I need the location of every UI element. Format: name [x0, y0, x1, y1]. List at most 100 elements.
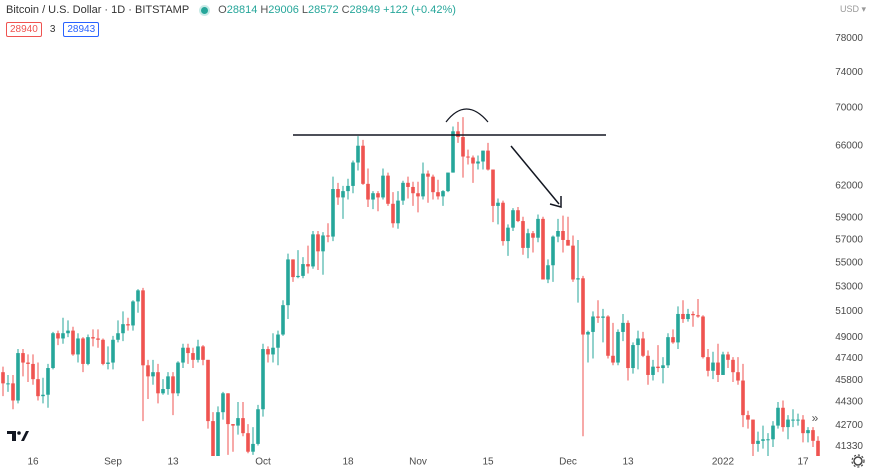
candle-body: [111, 339, 115, 363]
candle-body: [631, 345, 635, 369]
candle-body: [371, 193, 375, 200]
candle-body: [286, 259, 290, 306]
candle-body: [526, 233, 530, 248]
candle-body: [541, 218, 545, 280]
candle-body: [156, 372, 160, 394]
candle-body: [641, 338, 645, 356]
candle-body: [461, 137, 465, 157]
ohlc-label: O: [218, 4, 227, 16]
x-tick-label: 15: [482, 457, 494, 468]
legend-header: Bitcoin / U.S. Dollar · 1D · BITSTAMP O2…: [6, 4, 459, 16]
candle-body: [471, 157, 475, 164]
candle-body: [186, 347, 190, 354]
candle-body: [256, 409, 260, 444]
candle-body: [406, 182, 410, 187]
candle-body: [136, 290, 140, 302]
candle-body: [706, 357, 710, 371]
candle-body: [721, 354, 725, 375]
candle-body: [506, 227, 510, 242]
candle-body: [86, 337, 90, 364]
y-tick-label: 55000: [835, 258, 863, 269]
trend-arrow: [510, 145, 560, 205]
candle-body: [561, 230, 565, 240]
candle-body: [646, 355, 650, 375]
y-tick-label: 78000: [835, 33, 863, 44]
ohlc-label: L: [301, 4, 308, 16]
currency: USD: [839, 4, 859, 14]
candle-body: [71, 330, 75, 355]
candle-body: [586, 331, 590, 335]
candle-body: [421, 173, 425, 197]
candle-body: [806, 430, 810, 434]
candle-body: [746, 415, 750, 420]
x-tick-label: Sep: [104, 457, 122, 468]
candle-body: [776, 407, 780, 426]
arrow-head: [549, 196, 562, 208]
candle-body: [81, 338, 85, 364]
tv-logo: [7, 431, 29, 441]
candle-body: [781, 407, 785, 428]
candle-body: [686, 313, 690, 320]
candle-body: [321, 235, 325, 252]
ohlc-label: C: [341, 4, 350, 16]
candle-body: [91, 337, 95, 339]
top-arc: [445, 108, 489, 123]
candle-body: [601, 316, 605, 318]
settings-icon[interactable]: [851, 454, 865, 468]
candle-body: [691, 313, 695, 316]
candle-body: [351, 162, 355, 186]
candle-body: [271, 347, 275, 355]
candle-body: [56, 333, 60, 339]
candle-body: [726, 354, 730, 360]
candle-body: [756, 440, 760, 444]
candle-body: [636, 338, 640, 346]
ohlc-value: 28572: [308, 4, 339, 16]
candle-body: [791, 419, 795, 421]
annotations: [293, 108, 606, 208]
candle-body: [546, 265, 550, 280]
currency-selector[interactable]: USD ▾: [839, 4, 866, 14]
candle-body: [21, 353, 25, 363]
candle-body: [596, 316, 600, 318]
candle-body: [306, 264, 310, 267]
candle-body: [336, 189, 340, 198]
candle-body: [626, 322, 630, 369]
candle-body: [476, 161, 480, 164]
ohlc-values: O28814 H29006 L28572 C28949: [218, 4, 383, 16]
candle-body: [816, 440, 820, 456]
candle-body: [151, 372, 155, 377]
ohlc-label: H: [260, 4, 269, 16]
x-tick-label: 17: [797, 457, 809, 468]
candle-body: [216, 412, 220, 456]
sell-button[interactable]: 28940: [6, 22, 42, 37]
candle-body: [811, 430, 815, 441]
candle-body: [531, 233, 535, 238]
candle-body: [411, 186, 415, 194]
candle-body: [801, 419, 805, 434]
candle-body: [576, 278, 580, 280]
candle-body: [101, 339, 105, 364]
y-tick-label: 57000: [835, 235, 863, 246]
candle-body: [161, 389, 165, 394]
candle-body: [46, 368, 50, 395]
buy-button[interactable]: 28943: [63, 22, 100, 37]
candle-body: [736, 372, 740, 381]
candle-body: [131, 301, 135, 326]
candle-body: [191, 353, 195, 360]
candle-body: [331, 189, 335, 237]
candle-body: [571, 245, 575, 280]
candle-body: [556, 230, 560, 237]
candle-body: [436, 192, 440, 197]
candle-body: [356, 145, 360, 163]
y-tick-label: 44300: [835, 397, 863, 408]
scroll-button[interactable]: »: [812, 411, 819, 425]
x-tick-label: Nov: [409, 457, 427, 468]
candle-body: [606, 316, 610, 356]
candle-body: [481, 150, 485, 162]
candle-body: [361, 145, 365, 184]
candle-body: [296, 275, 300, 278]
candle-body: [66, 330, 70, 334]
x-tick-label: 13: [167, 457, 179, 468]
candle-body: [491, 169, 495, 206]
